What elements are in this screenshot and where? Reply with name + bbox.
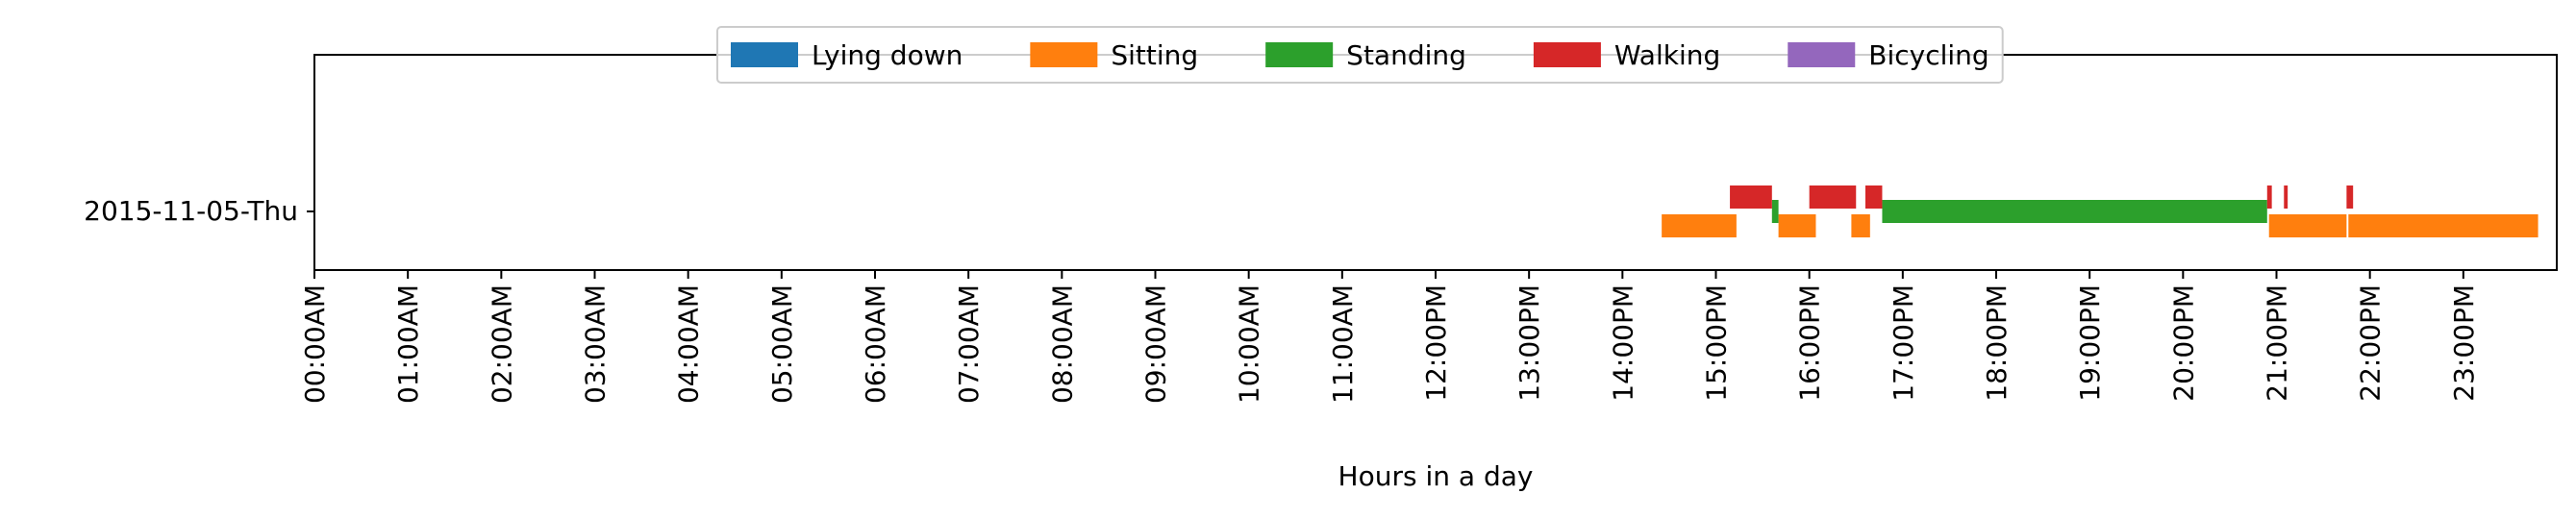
- bar-walking-2: [1864, 185, 1883, 209]
- x-tick-label: 21:00PM: [2262, 284, 2293, 402]
- bar-walking-3: [2266, 185, 2272, 209]
- x-tick-label: 09:00AM: [1140, 284, 1172, 404]
- x-tick-label: 14:00PM: [1607, 284, 1638, 402]
- bar-sitting-1: [1778, 214, 1816, 237]
- legend-swatch: [1265, 42, 1334, 67]
- bar-sitting-3: [2268, 214, 2347, 237]
- activity-bars: [1662, 185, 2538, 237]
- x-tick-label: 12:00PM: [1420, 284, 1452, 402]
- bar-walking-5: [2346, 185, 2354, 209]
- legend-label: Bicycling: [1868, 39, 1988, 71]
- legend: Lying down Sitting Standing Walking Bicyclin…: [716, 26, 2004, 84]
- x-tick-label: 06:00AM: [860, 284, 891, 404]
- x-tick-label: 05:00AM: [766, 284, 798, 404]
- legend-swatch: [1030, 42, 1098, 67]
- legend-swatch: [731, 42, 798, 67]
- y-tick-label: 2015-11-05-Thu: [84, 195, 298, 227]
- x-tick-label: 11:00AM: [1327, 284, 1359, 404]
- x-axis-ticks: 00:00AM 01:00AM 02:00AM 03:00AM 04:00AM 05:00…: [299, 270, 2480, 404]
- legend-label: Lying down: [812, 39, 963, 71]
- x-tick-label: 15:00PM: [1701, 284, 1733, 402]
- x-axis-label: Hours in a day: [1338, 460, 1534, 492]
- legend-swatch: [1788, 42, 1856, 67]
- x-tick-label: 20:00PM: [2167, 284, 2199, 402]
- legend-item-standing: Standing: [1265, 39, 1466, 71]
- bar-sitting-2: [1851, 214, 1870, 237]
- x-tick-label: 10:00AM: [1234, 284, 1265, 404]
- legend-label: Sitting: [1111, 39, 1198, 71]
- x-tick-label: 18:00PM: [1981, 284, 2013, 402]
- bar-walking-1: [1809, 185, 1857, 209]
- legend-item-sitting: Sitting: [1030, 39, 1198, 71]
- x-tick-label: 07:00AM: [953, 284, 985, 404]
- y-tick-2015-11-05: 2015-11-05-Thu: [84, 195, 314, 227]
- bar-standing-0: [1771, 200, 1779, 223]
- x-tick-label: 16:00PM: [1794, 284, 1826, 402]
- legend-label: Standing: [1346, 39, 1466, 71]
- x-tick-label: 22:00PM: [2355, 284, 2387, 402]
- x-tick-label: 01:00AM: [392, 284, 424, 404]
- legend-item-walking: Walking: [1533, 39, 1720, 71]
- x-tick-label: 13:00PM: [1513, 284, 1545, 402]
- x-tick-label: 17:00PM: [1888, 284, 1919, 402]
- legend-item-bicycling: Bicycling: [1788, 39, 1989, 71]
- x-tick-label: 04:00AM: [673, 284, 705, 404]
- bar-walking-0: [1730, 185, 1772, 209]
- bar-sitting-4: [2348, 214, 2538, 237]
- legend-label: Walking: [1614, 39, 1720, 71]
- bar-sitting-0: [1662, 214, 1737, 237]
- legend-item-lying-down: Lying down: [731, 39, 963, 71]
- bar-standing-1: [1882, 200, 2267, 223]
- legend-box: [716, 26, 2004, 84]
- x-tick-label: 23:00PM: [2448, 284, 2480, 402]
- x-tick-label: 00:00AM: [299, 284, 331, 404]
- legend-swatch: [1533, 42, 1601, 67]
- x-tick-label: 02:00AM: [486, 284, 517, 404]
- x-tick-label: 19:00PM: [2074, 284, 2106, 402]
- x-tick-label: 08:00AM: [1046, 284, 1078, 404]
- bar-walking-4: [2284, 185, 2288, 209]
- plot-frame: [313, 54, 2558, 271]
- x-tick-label: 03:00AM: [580, 284, 612, 404]
